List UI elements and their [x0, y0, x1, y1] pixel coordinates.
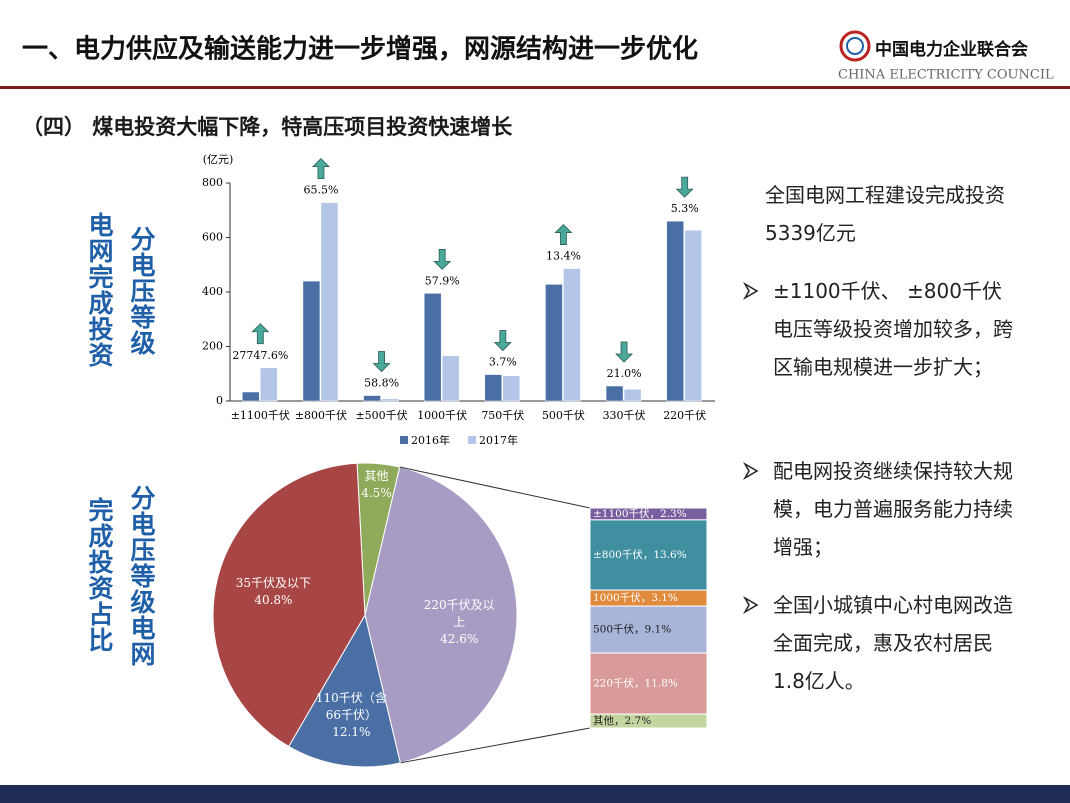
bar [563, 268, 581, 402]
bar [441, 355, 460, 402]
legend-label: 2016年 [411, 433, 450, 447]
x-tick-label: ±500千伏 [355, 408, 407, 422]
segment-label: 220千伏，11.8% [593, 677, 678, 690]
bar [545, 284, 563, 402]
y-tick-label: 200 [202, 340, 223, 353]
bar [605, 385, 624, 402]
bar [242, 391, 260, 402]
bullet-marker [742, 595, 759, 615]
change-label: 13.4% [546, 250, 581, 263]
change-label: 65.5% [303, 184, 338, 197]
pie-label: 220千伏及以上 42.6% [419, 597, 499, 648]
slice-value: 12.1% [332, 725, 371, 740]
slice-name: 其他 [364, 469, 389, 484]
x-tick-label: ±800千伏 [295, 408, 347, 422]
x-tick-label: 220千伏 [663, 408, 706, 422]
slice-value: 42.6% [440, 631, 479, 646]
stack-segment [589, 713, 708, 729]
logo [839, 30, 871, 62]
slice-value: 4.5% [361, 486, 392, 501]
bar [684, 229, 702, 402]
side-label: 电网完成投资 [85, 212, 114, 368]
x-tick-label: 750千伏 [481, 408, 524, 422]
legend-label: 2017年 [479, 433, 518, 447]
bullet: ±1100千伏、 ±800千伏电压等级投资增加较多，跨区输电规模进一步扩大； [773, 279, 1013, 379]
bar [666, 220, 684, 402]
bullet-marker [742, 461, 759, 481]
stack-segment [589, 652, 708, 715]
bar [302, 280, 321, 402]
legend-swatch [468, 436, 476, 444]
subtitle: （四） 煤电投资大幅下降，特高压项目投资快速增长 [22, 115, 513, 139]
pie-label: 35千伏及以下 40.8% [233, 575, 313, 609]
logo-inner [846, 37, 864, 55]
pie-slice [212, 462, 366, 748]
change-label: 57.9% [425, 274, 460, 287]
bar [260, 367, 278, 402]
change-label: 5.3% [671, 202, 699, 215]
slice-name: 35千伏及以下 [235, 575, 312, 590]
change-arrow [493, 330, 512, 352]
bar [502, 375, 521, 402]
change-arrow [675, 176, 694, 198]
y-tick-label: 600 [202, 231, 223, 244]
change-arrow [615, 341, 634, 363]
org-name: 中国电力企业联合会 [875, 39, 1028, 60]
change-arrow [372, 351, 391, 373]
segment-label: 500千伏，9.1% [593, 623, 671, 636]
side-label: 完成投资占比 [85, 497, 114, 653]
pie-label: 其他 4.5% [336, 468, 416, 502]
segment-label: 其他，2.7% [593, 714, 651, 727]
segment-label: ±800千伏，13.6% [593, 548, 687, 561]
bar [623, 389, 642, 402]
change-arrow [311, 158, 330, 180]
bar [320, 202, 339, 402]
summary: 全国电网工程建设完成投资5339亿元 [765, 183, 1005, 245]
y-tick-label: 0 [216, 394, 223, 407]
bar [423, 293, 442, 402]
x-tick-label: 1000千伏 [417, 408, 467, 422]
change-arrow [433, 248, 452, 270]
change-label: 21.0% [607, 367, 642, 380]
header-rule [0, 86, 1070, 89]
x-tick-label: ±1100千伏 [231, 408, 290, 422]
connector [400, 727, 591, 764]
slide-title: 一、电力供应及输送能力进一步增强，网源结构进一步优化 [22, 34, 698, 65]
connector [399, 466, 591, 509]
segment-label: 1000千伏，3.1% [593, 591, 678, 604]
bullet-marker [742, 281, 759, 301]
bullet: 全国小城镇中心村电网改造全面完成，惠及农村居民1.8亿人。 [773, 593, 1013, 693]
x-tick-label: 330千伏 [603, 408, 646, 422]
bar [484, 374, 503, 402]
pie-slice [288, 613, 401, 768]
change-label: 58.8% [364, 377, 399, 390]
y-unit: (亿元) [203, 153, 234, 166]
segment-label: ±1100千伏，2.3% [593, 507, 687, 520]
y-tick-label: 800 [202, 176, 223, 189]
change-arrow [554, 223, 573, 245]
slice-value: 40.8% [254, 592, 293, 607]
slice-name: 220千伏及以上 [423, 597, 495, 629]
org-name-en: CHINA ELECTRICITY COUNCIL [838, 68, 1054, 83]
change-label: 3.7% [489, 356, 517, 369]
change-arrow [251, 323, 270, 345]
pie-slice [364, 466, 518, 764]
bar [381, 398, 399, 402]
stack-segment [589, 605, 708, 654]
y-tick-label: 400 [202, 285, 223, 298]
bullet: 配电网投资继续保持较大规模，电力普遍服务能力持续增强； [773, 459, 1013, 559]
bar [363, 395, 381, 402]
legend-swatch [400, 436, 408, 444]
side-label: 分电压等级电网 [127, 485, 156, 667]
side-label: 分电压等级 [127, 226, 156, 356]
change-label: 27747.6% [232, 349, 288, 362]
slice-name: 110千伏（含66千伏） [315, 691, 387, 723]
footer-band [0, 785, 1070, 803]
pie-label: 110千伏（含66千伏） 12.1% [311, 690, 391, 741]
x-tick-label: 500千伏 [542, 408, 585, 422]
